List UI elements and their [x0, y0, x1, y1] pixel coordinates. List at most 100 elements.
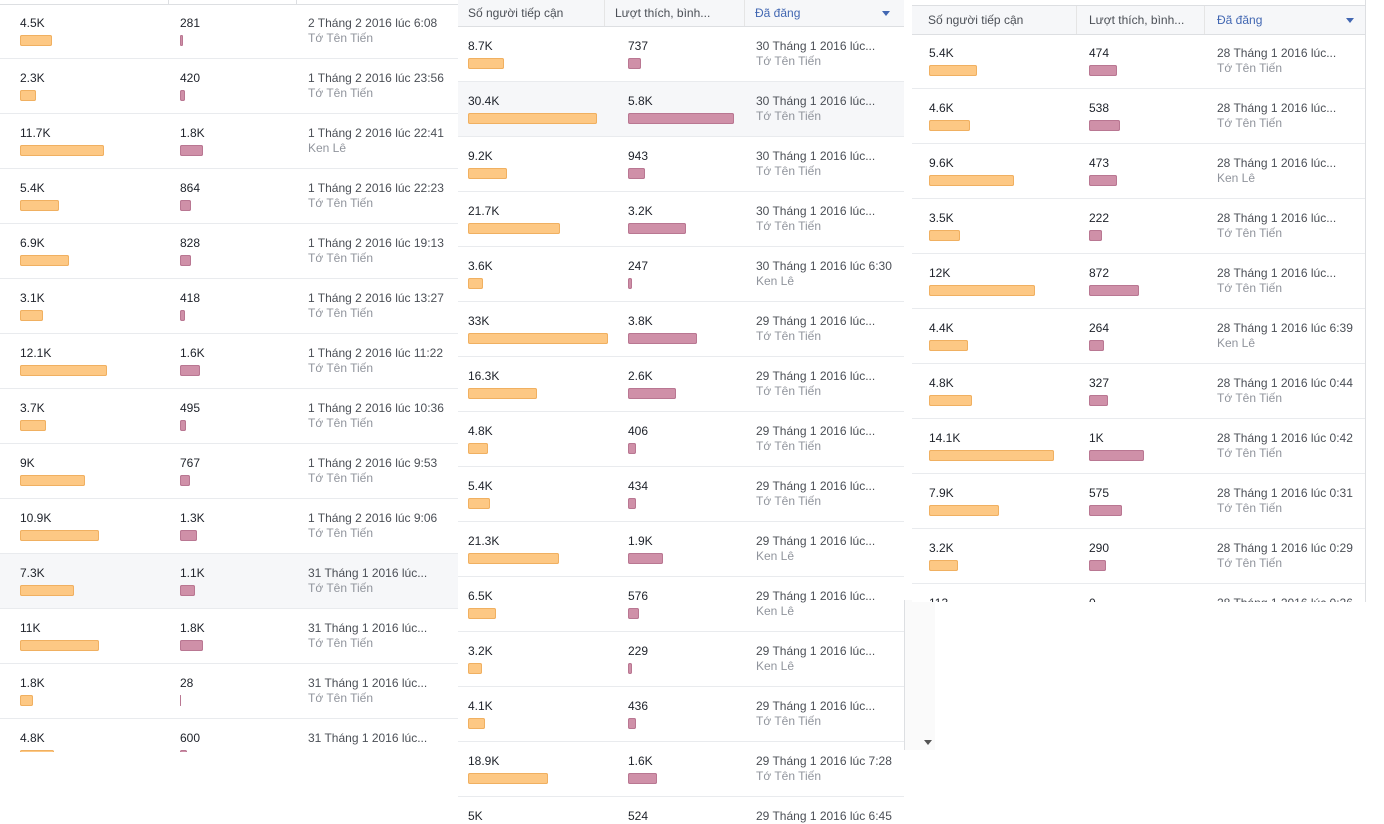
- table-row[interactable]: 9.6K 473 28 Tháng 1 2016 lúc... Ken Lê: [912, 144, 1365, 199]
- table-row[interactable]: 4.8K 406 29 Tháng 1 2016 lúc... Tớ Tên Tiến: [458, 412, 904, 467]
- engagement-value: 943: [628, 149, 649, 163]
- engagement-bar: [180, 35, 183, 46]
- engagement-value: 1.6K: [180, 346, 205, 360]
- table-row[interactable]: 21.7K 3.2K 30 Tháng 1 2016 lúc... Tớ Tên Ti…: [458, 192, 904, 247]
- engagement-bar: [180, 695, 181, 706]
- published-date: 28 Tháng 1 2016 lúc...: [1217, 266, 1337, 280]
- table-row[interactable]: 14.1K 1K 28 Tháng 1 2016 lúc 0:42 Tớ Tên Ti…: [912, 419, 1365, 474]
- table-row[interactable]: 10.9K 1.3K 1 Tháng 2 2016 lúc 9:06 Tớ Tên T…: [0, 499, 460, 554]
- table-row[interactable]: 5.4K 864 1 Tháng 2 2016 lúc 22:23 Tớ Tên Ti…: [0, 169, 460, 224]
- table-row[interactable]: 2.3K 420 1 Tháng 2 2016 lúc 23:56 Tớ Tên Ti…: [0, 59, 460, 114]
- reach-value: 11K: [20, 621, 41, 635]
- sort-desc-icon[interactable]: [1346, 18, 1354, 23]
- table-row[interactable]: 11.7K 1.8K 1 Tháng 2 2016 lúc 22:41 Ken Lê: [0, 114, 460, 169]
- reach-bar: [20, 200, 59, 211]
- post-author: Tớ Tên Tiến: [308, 526, 374, 540]
- reach-bar: [929, 395, 972, 406]
- table-row[interactable]: 11K 1.8K 31 Tháng 1 2016 lúc... Tớ Tên Tiến: [0, 609, 460, 664]
- table-row[interactable]: 113 0 28 Tháng 1 2016 lúc 0:26: [912, 584, 1365, 602]
- table-row[interactable]: 1.8K 28 31 Tháng 1 2016 lúc... Tớ Tên Tiến: [0, 664, 460, 719]
- table-row[interactable]: 3.1K 418 1 Tháng 2 2016 lúc 13:27 Tớ Tên Ti…: [0, 279, 460, 334]
- sort-desc-icon[interactable]: [882, 11, 890, 16]
- engagement-value: 1.9K: [628, 534, 653, 548]
- table-row[interactable]: 12.1K 1.6K 1 Tháng 2 2016 lúc 11:22 Tớ Tên …: [0, 334, 460, 389]
- column-header-engagement[interactable]: Lượt thích, bình...: [1076, 6, 1204, 34]
- engagement-value: 1.8K: [180, 126, 205, 140]
- scroll-down-icon[interactable]: [924, 740, 932, 745]
- table-row[interactable]: 7.9K 575 28 Tháng 1 2016 lúc 0:31 Tớ Tên Ti…: [912, 474, 1365, 529]
- table-row[interactable]: 9K 767 1 Tháng 2 2016 lúc 9:53 Tớ Tên Tiến: [0, 444, 460, 499]
- table-row[interactable]: 9.2K 943 30 Tháng 1 2016 lúc... Tớ Tên Tiến: [458, 137, 904, 192]
- table-row[interactable]: 6.9K 828 1 Tháng 2 2016 lúc 19:13 Tớ Tên Ti…: [0, 224, 460, 279]
- table-row[interactable]: 16.3K 2.6K 29 Tháng 1 2016 lúc... Tớ Tên Ti…: [458, 357, 904, 412]
- table-header-strip: [0, 0, 460, 5]
- engagement-value: 5.8K: [628, 94, 653, 108]
- post-author: Tớ Tên Tiến: [308, 416, 374, 430]
- reach-bar: [929, 175, 1014, 186]
- table-row[interactable]: 33K 3.8K 29 Tháng 1 2016 lúc... Tớ Tên Tiến: [458, 302, 904, 357]
- table-row[interactable]: 3.7K 495 1 Tháng 2 2016 lúc 10:36 Tớ Tên Ti…: [0, 389, 460, 444]
- post-author: Ken Lê: [756, 604, 795, 618]
- post-author: Tớ Tên Tiến: [1217, 446, 1283, 460]
- reach-value: 9.6K: [929, 156, 954, 170]
- table-row[interactable]: 3.5K 222 28 Tháng 1 2016 lúc... Tớ Tên Tiến: [912, 199, 1365, 254]
- table-row[interactable]: 4.1K 436 29 Tháng 1 2016 lúc... Tớ Tên Tiến: [458, 687, 904, 742]
- engagement-bar: [628, 443, 636, 454]
- post-author: Tớ Tên Tiến: [308, 31, 374, 45]
- table-row[interactable]: 4.5K 281 2 Tháng 2 2016 lúc 6:08 Tớ Tên Tiế…: [0, 4, 460, 59]
- column-header-engagement[interactable]: Lượt thích, bình...: [604, 0, 744, 26]
- post-author: Ken Lê: [756, 274, 795, 288]
- table-row[interactable]: 4.6K 538 28 Tháng 1 2016 lúc... Tớ Tên Tiến: [912, 89, 1365, 144]
- engagement-bar: [1089, 175, 1117, 186]
- engagement-bar: [628, 168, 645, 179]
- published-date: 28 Tháng 1 2016 lúc 6:39: [1217, 321, 1353, 335]
- column-header-reach[interactable]: Số người tiếp cận: [468, 6, 564, 20]
- post-author: Tớ Tên Tiến: [756, 329, 822, 343]
- table-row[interactable]: 5.4K 474 28 Tháng 1 2016 lúc... Tớ Tên Tiến: [912, 34, 1365, 89]
- published-date: 2 Tháng 2 2016 lúc 6:08: [308, 16, 438, 30]
- reach-bar: [20, 750, 54, 752]
- post-author: Ken Lê: [756, 659, 795, 673]
- engagement-value: 290: [1089, 541, 1110, 555]
- table-row[interactable]: 8.7K 737 30 Tháng 1 2016 lúc... Tớ Tên Tiến: [458, 27, 904, 82]
- published-date: 1 Tháng 2 2016 lúc 10:36: [308, 401, 444, 415]
- engagement-value: 281: [180, 16, 201, 30]
- post-author: Tớ Tên Tiến: [1217, 391, 1283, 405]
- reach-bar: [20, 585, 74, 596]
- table-row[interactable]: 12K 872 28 Tháng 1 2016 lúc... Tớ Tên Tiến: [912, 254, 1365, 309]
- reach-value: 30.4K: [468, 94, 500, 108]
- table-row[interactable]: 3.6K 247 30 Tháng 1 2016 lúc 6:30 Ken Lê: [458, 247, 904, 302]
- engagement-value: 864: [180, 181, 201, 195]
- published-date: 30 Tháng 1 2016 lúc...: [756, 39, 876, 53]
- reach-bar: [20, 255, 69, 266]
- column-header-published[interactable]: Đã đăng: [744, 0, 900, 26]
- table-row[interactable]: 4.4K 264 28 Tháng 1 2016 lúc 6:39 Ken Lê: [912, 309, 1365, 364]
- engagement-value: 2.6K: [628, 369, 653, 383]
- column-header-published[interactable]: Đã đăng: [1204, 6, 1364, 34]
- table-row[interactable]: 18.9K 1.6K 29 Tháng 1 2016 lúc 7:28 Tớ Tên …: [458, 742, 904, 797]
- published-date: 28 Tháng 1 2016 lúc...: [1217, 46, 1337, 60]
- table-row[interactable]: 5.4K 434 29 Tháng 1 2016 lúc... Tớ Tên Tiến: [458, 467, 904, 522]
- table-row[interactable]: 6.5K 576 29 Tháng 1 2016 lúc... Ken Lê: [458, 577, 904, 632]
- scrollbar[interactable]: [904, 600, 935, 750]
- table-row[interactable]: 5K 524 29 Tháng 1 2016 lúc 6:45: [458, 797, 904, 824]
- reach-value: 3.2K: [468, 644, 493, 658]
- post-table-panel-2: Số người tiếp cận Lượt thích, bình... Đã…: [458, 0, 904, 824]
- post-author: Tớ Tên Tiến: [756, 164, 822, 178]
- table-row[interactable]: 7.3K 1.1K 31 Tháng 1 2016 lúc... Tớ Tên Tiế…: [0, 554, 460, 609]
- column-header-reach[interactable]: Số người tiếp cận: [928, 13, 1024, 27]
- table-row[interactable]: 30.4K 5.8K 30 Tháng 1 2016 lúc... Tớ Tên Ti…: [458, 82, 904, 137]
- table-row[interactable]: 21.3K 1.9K 29 Tháng 1 2016 lúc... Ken Lê: [458, 522, 904, 577]
- table-row[interactable]: 4.8K 327 28 Tháng 1 2016 lúc 0:44 Tớ Tên Ti…: [912, 364, 1365, 419]
- post-author: Tớ Tên Tiến: [1217, 281, 1283, 295]
- table-row[interactable]: 4.8K 600 31 Tháng 1 2016 lúc...: [0, 719, 460, 752]
- table-row[interactable]: 3.2K 290 28 Tháng 1 2016 lúc 0:29 Tớ Tên Ti…: [912, 529, 1365, 584]
- table-row[interactable]: 3.2K 229 29 Tháng 1 2016 lúc... Ken Lê: [458, 632, 904, 687]
- engagement-value: 828: [180, 236, 201, 250]
- reach-value: 14.1K: [929, 431, 961, 445]
- engagement-value: 0: [1089, 596, 1096, 602]
- reach-bar: [929, 285, 1035, 296]
- engagement-bar: [1089, 230, 1102, 241]
- published-date: 1 Tháng 2 2016 lúc 9:06: [308, 511, 438, 525]
- reach-value: 16.3K: [468, 369, 500, 383]
